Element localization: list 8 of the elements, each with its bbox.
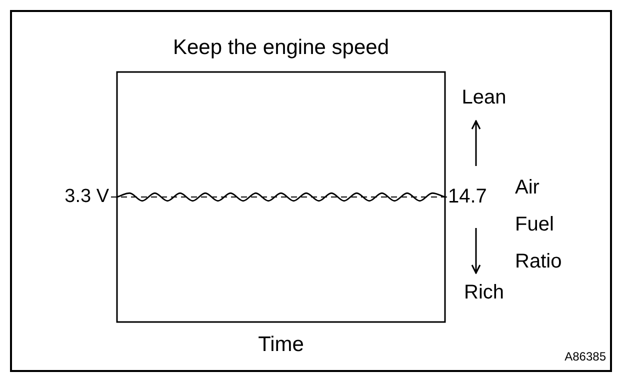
- text: A86385: [564, 349, 606, 364]
- text: 14.7: [448, 186, 487, 208]
- text: Rich: [464, 282, 504, 304]
- y2-axis-title: Air Fuel Ratio: [515, 176, 562, 273]
- text: Lean: [462, 86, 506, 109]
- x-axis-title: Time: [258, 332, 304, 356]
- ref-line-label: 3.3 V: [64, 186, 110, 208]
- chart-title: Keep the engine speed: [172, 36, 390, 59]
